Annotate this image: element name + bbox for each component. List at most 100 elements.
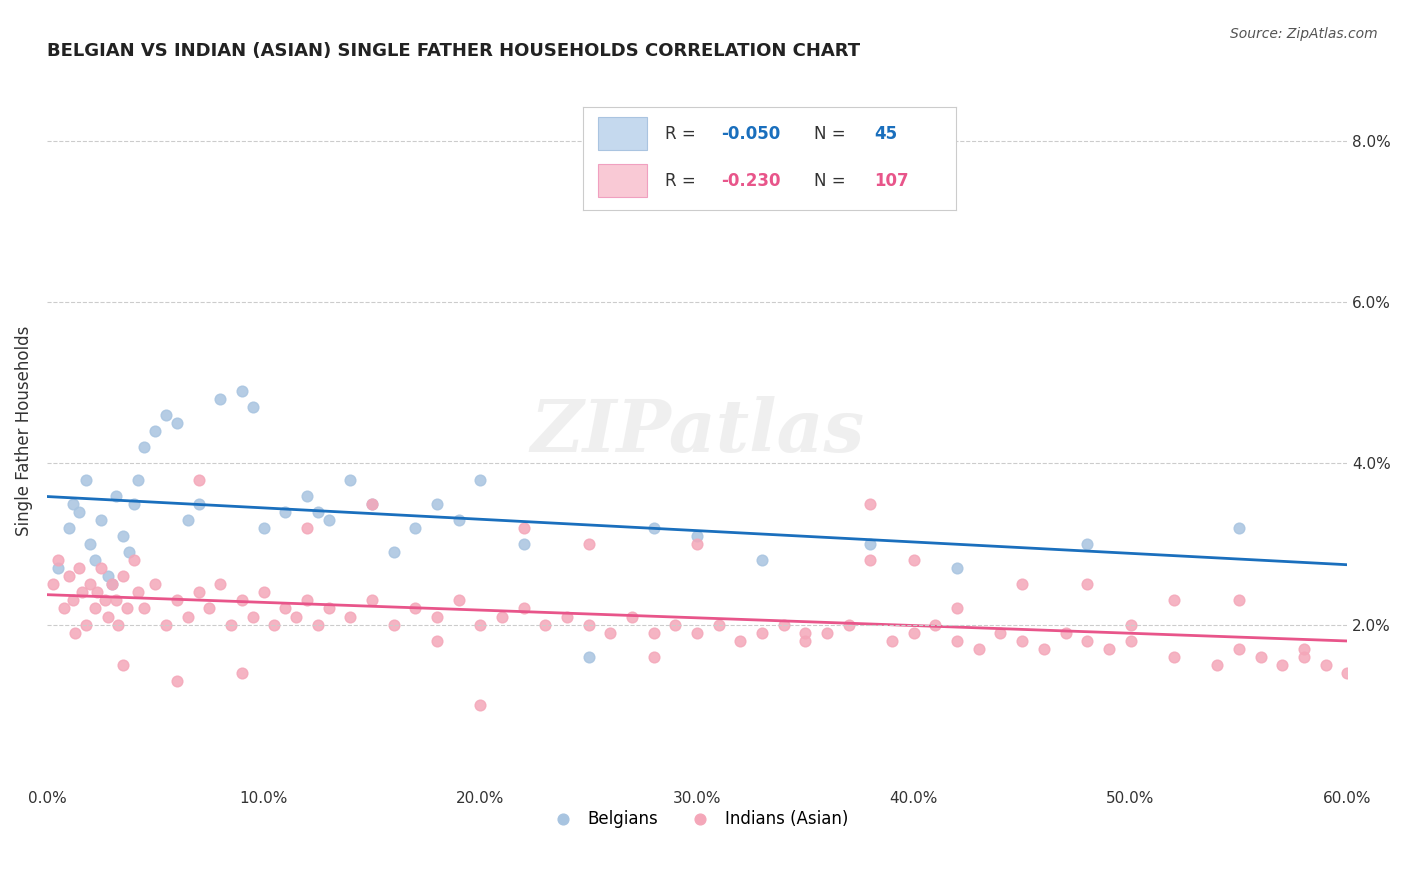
- Point: [1076, 537, 1098, 551]
- Point: [1119, 617, 1142, 632]
- Point: [285, 609, 308, 624]
- Point: [62, 497, 84, 511]
- Point: [79, 537, 101, 551]
- Point: [122, 553, 145, 567]
- Point: [58, 521, 80, 535]
- Point: [643, 649, 665, 664]
- Point: [946, 601, 969, 615]
- Point: [187, 497, 209, 511]
- Point: [578, 617, 600, 632]
- Point: [101, 577, 124, 591]
- Point: [426, 609, 449, 624]
- Point: [107, 617, 129, 632]
- Point: [252, 521, 274, 535]
- Point: [751, 553, 773, 567]
- Point: [859, 553, 882, 567]
- Point: [664, 617, 686, 632]
- Point: [62, 593, 84, 607]
- Point: [127, 585, 149, 599]
- Point: [94, 593, 117, 607]
- Text: ZIPatlas: ZIPatlas: [530, 396, 865, 467]
- Point: [990, 625, 1012, 640]
- Point: [859, 537, 882, 551]
- Point: [46, 553, 69, 567]
- Point: [1163, 593, 1185, 607]
- Text: Source: ZipAtlas.com: Source: ZipAtlas.com: [1230, 27, 1378, 41]
- Point: [118, 545, 141, 559]
- Point: [924, 617, 946, 632]
- Point: [274, 505, 297, 519]
- Point: [242, 400, 264, 414]
- Text: 107: 107: [875, 172, 908, 190]
- Point: [447, 513, 470, 527]
- Text: BELGIAN VS INDIAN (ASIAN) SINGLE FATHER HOUSEHOLDS CORRELATION CHART: BELGIAN VS INDIAN (ASIAN) SINGLE FATHER …: [46, 42, 860, 60]
- Legend: Belgians, Indians (Asian): Belgians, Indians (Asian): [538, 803, 855, 834]
- Text: 45: 45: [875, 125, 897, 143]
- Point: [46, 561, 69, 575]
- Point: [1076, 633, 1098, 648]
- Point: [97, 609, 120, 624]
- Point: [134, 440, 156, 454]
- Point: [426, 633, 449, 648]
- Point: [111, 529, 134, 543]
- Point: [815, 625, 838, 640]
- Point: [1076, 577, 1098, 591]
- Point: [1315, 657, 1337, 672]
- Point: [134, 601, 156, 615]
- Point: [53, 601, 76, 615]
- Point: [105, 593, 128, 607]
- Point: [231, 593, 253, 607]
- Point: [426, 497, 449, 511]
- Point: [643, 521, 665, 535]
- Point: [143, 577, 166, 591]
- Point: [903, 553, 925, 567]
- Point: [361, 497, 384, 511]
- Point: [83, 601, 105, 615]
- Point: [209, 392, 232, 406]
- Text: N =: N =: [814, 125, 852, 143]
- Point: [578, 649, 600, 664]
- Point: [166, 416, 188, 430]
- Point: [86, 585, 108, 599]
- Point: [318, 601, 340, 615]
- Point: [470, 473, 492, 487]
- Point: [859, 497, 882, 511]
- Point: [555, 609, 578, 624]
- Point: [470, 617, 492, 632]
- Point: [90, 561, 112, 575]
- Point: [263, 617, 285, 632]
- Point: [177, 513, 200, 527]
- Point: [946, 561, 969, 575]
- Point: [1032, 641, 1054, 656]
- Point: [209, 577, 232, 591]
- Point: [1336, 665, 1358, 680]
- Point: [882, 633, 904, 648]
- Point: [361, 593, 384, 607]
- Point: [231, 384, 253, 398]
- Point: [512, 537, 534, 551]
- Point: [83, 553, 105, 567]
- Point: [252, 585, 274, 599]
- Point: [1292, 641, 1315, 656]
- Point: [794, 633, 817, 648]
- Point: [599, 625, 621, 640]
- Point: [361, 497, 384, 511]
- Point: [111, 657, 134, 672]
- Point: [307, 505, 329, 519]
- Point: [187, 585, 209, 599]
- Point: [512, 521, 534, 535]
- Point: [1227, 641, 1250, 656]
- Point: [1227, 593, 1250, 607]
- Point: [686, 625, 709, 640]
- Point: [295, 489, 318, 503]
- Point: [219, 617, 242, 632]
- Point: [67, 505, 90, 519]
- Point: [274, 601, 297, 615]
- Point: [295, 521, 318, 535]
- Bar: [599, 164, 647, 197]
- Point: [903, 625, 925, 640]
- Point: [730, 633, 752, 648]
- Text: R =: R =: [665, 172, 702, 190]
- Point: [470, 698, 492, 713]
- Point: [686, 529, 709, 543]
